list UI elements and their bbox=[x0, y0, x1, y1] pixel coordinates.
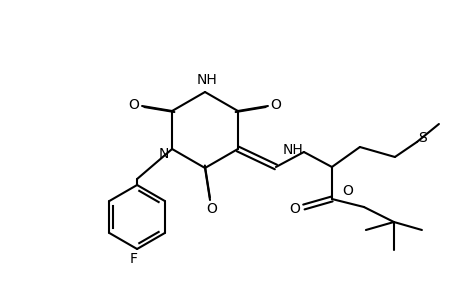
Text: F: F bbox=[130, 252, 138, 266]
Text: NH: NH bbox=[282, 142, 302, 157]
Text: O: O bbox=[342, 184, 353, 198]
Text: N: N bbox=[158, 147, 169, 161]
Text: S: S bbox=[418, 131, 426, 145]
Text: O: O bbox=[270, 98, 281, 112]
Text: NH: NH bbox=[196, 73, 217, 87]
Text: O: O bbox=[289, 202, 300, 216]
Text: O: O bbox=[129, 98, 139, 112]
Text: O: O bbox=[206, 202, 217, 216]
